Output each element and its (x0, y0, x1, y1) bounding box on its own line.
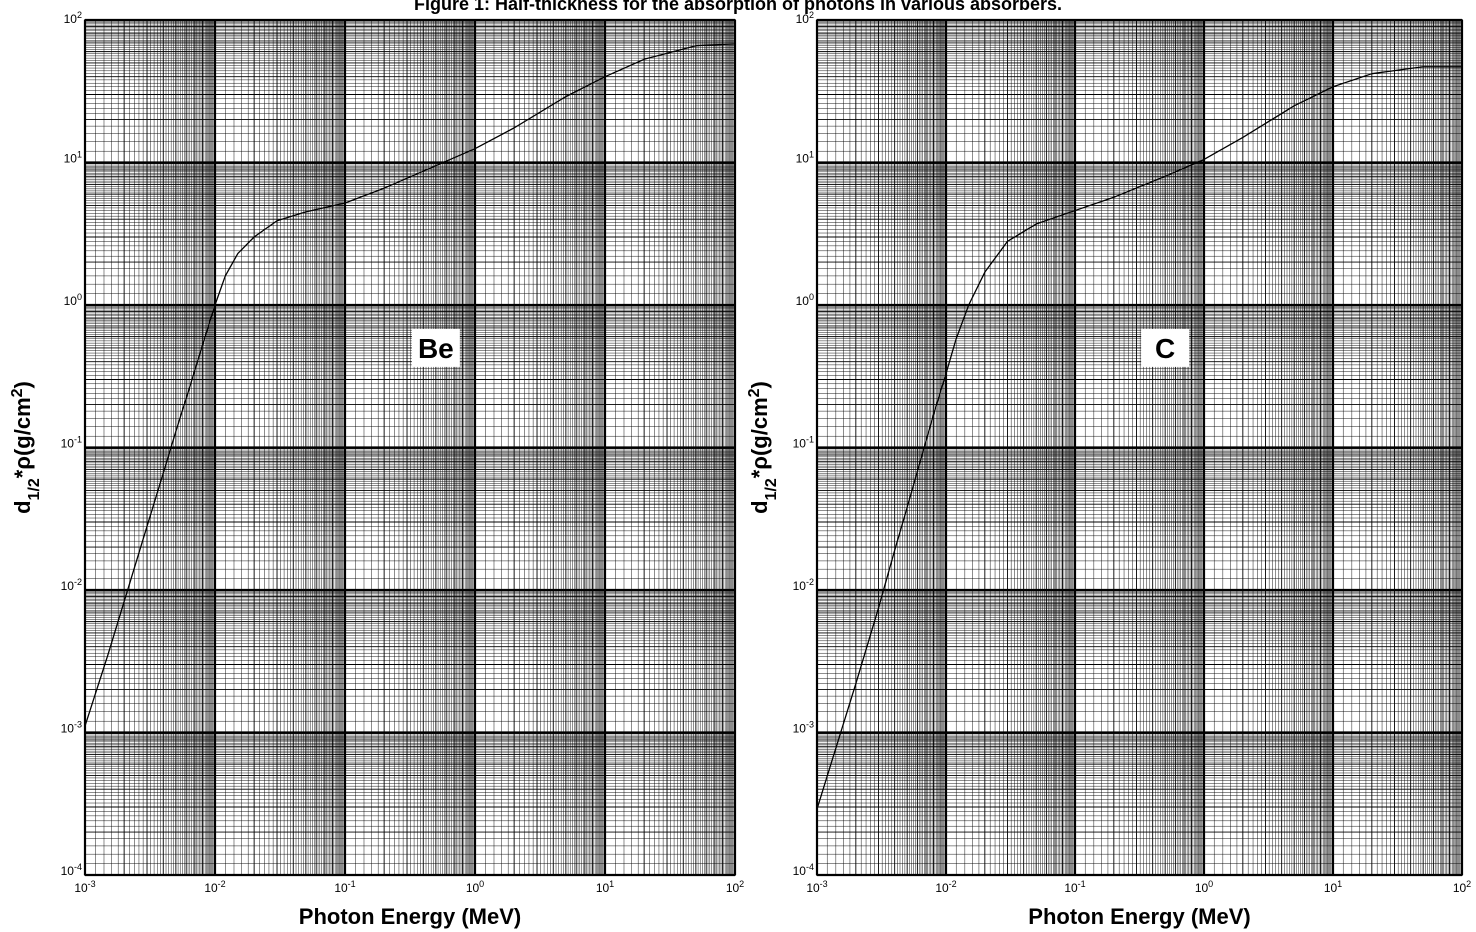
x-tick-label: 10-3 (806, 879, 827, 895)
x-tick-label: 10-3 (74, 879, 95, 895)
y-tick-label: 10-3 (793, 720, 814, 736)
y-tick-label: 10-4 (61, 862, 82, 878)
x-axis-title: Photon Energy (MeV) (1028, 904, 1250, 929)
data-curve (816, 66, 1462, 810)
y-tick-label: 100 (796, 292, 814, 308)
y-tick-label: 10-1 (793, 435, 814, 451)
x-tick-label: 10-1 (334, 879, 355, 895)
x-tick-label: 102 (726, 879, 744, 895)
y-tick-label: 10-2 (61, 577, 82, 593)
y-tick-label: 101 (796, 150, 814, 166)
x-tick-label: 101 (1324, 879, 1342, 895)
panel-label: C (1155, 333, 1175, 364)
plot-frame (816, 19, 1463, 876)
x-tick-label: 100 (1195, 879, 1213, 895)
x-axis-title: Photon Energy (MeV) (299, 904, 521, 929)
x-tick-label: 10-1 (1064, 879, 1085, 895)
y-axis-title: d1/2*ρ(g/cm2) (746, 381, 780, 514)
panel-label-background (411, 328, 460, 367)
plot-frame (84, 19, 736, 876)
x-tick-label: 101 (596, 879, 614, 895)
y-axis-title: d1/2*ρ(g/cm2) (9, 381, 43, 514)
y-tick-label: 10-4 (793, 862, 814, 878)
data-curve (84, 43, 736, 727)
x-tick-label: 102 (1453, 879, 1471, 895)
y-tick-label: 10-1 (61, 435, 82, 451)
chart-panel-be: 10-3 10-2 10-1 100 101 10210-410-310-210-1100… (9, 10, 745, 929)
y-tick-label: 10-3 (61, 720, 82, 736)
y-tick-label: 102 (796, 10, 814, 26)
x-tick-label: 10-2 (204, 879, 225, 895)
chart-panel-c: 10-3 10-2 10-1 100 101 10210-410-310-210-1100… (746, 10, 1472, 929)
x-tick-label: 100 (466, 879, 484, 895)
panel-label: Be (418, 333, 454, 364)
y-tick-label: 102 (64, 10, 82, 26)
y-tick-label: 101 (64, 150, 82, 166)
x-tick-label: 10-2 (935, 879, 956, 895)
y-tick-label: 100 (64, 292, 82, 308)
figure-title: Figure 1: Half-thickness for the absorpt… (413, 0, 1063, 14)
panel-label-background (1141, 328, 1190, 367)
y-tick-label: 10-2 (793, 577, 814, 593)
